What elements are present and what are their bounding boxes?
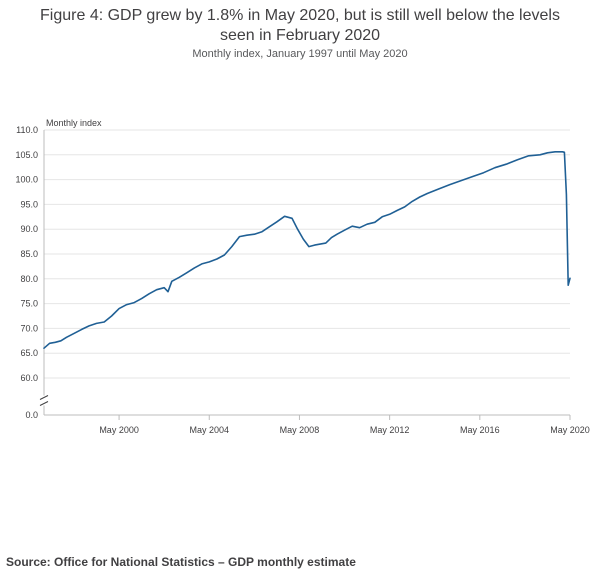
y-tick-label: 85.0 [20,249,38,259]
x-tick-label: May 2008 [280,425,320,435]
y-tick-label: 80.0 [20,274,38,284]
series [43,151,571,349]
series-line-monthly-index [43,151,571,349]
chart-title-line-1: Figure 4: GDP grew by 1.8% in May 2020, … [40,7,560,24]
x-axis-tick-labels: May 2000 May 2004 May 2008 May 2012 May 2016… [99,425,589,435]
x-tick-label: May 2016 [460,425,500,435]
y-axis-title: Monthly index [46,118,102,128]
axis-break-gap [40,395,48,406]
y-tick-label: 100.0 [15,175,38,185]
x-tick-label: May 2012 [370,425,410,435]
y-tick-label: 110.0 [16,125,38,135]
chart-title: Figure 4: GDP grew by 1.8% in May 2020, … [0,6,600,46]
y-axis-tick-labels: 0.0 60.0 65.0 70.0 75.0 80.0 85.0 90.0 95.0 100.0… [15,125,38,420]
axes [39,130,571,420]
chart-title-line-2: seen in February 2020 [219,27,381,44]
y-tick-label: 60.0 [20,373,38,383]
x-tick-label: May 2000 [99,425,139,435]
y-tick-label: 105.0 [15,150,38,160]
y-tick-label: 65.0 [20,348,38,358]
gridlines [44,129,570,416]
y-tick-label: 0.0 [25,410,38,420]
line-chart: 0.0 60.0 65.0 70.0 75.0 80.0 85.0 90.0 95.0 100.0… [15,118,589,435]
y-tick-label: 75.0 [20,299,38,309]
x-tick-label: May 2020 [550,425,590,435]
y-tick-label: 70.0 [20,323,38,333]
chart-subtitle: Monthly index, January 1997 until May 20… [192,48,408,60]
y-tick-label: 90.0 [20,224,38,234]
axis-break-mark [39,395,49,400]
y-tick-label: 95.0 [20,199,38,209]
axis-break-mark [39,401,49,406]
x-tick-label: May 2004 [189,425,229,435]
source-note: Source: Office for National Statistics –… [6,555,356,569]
